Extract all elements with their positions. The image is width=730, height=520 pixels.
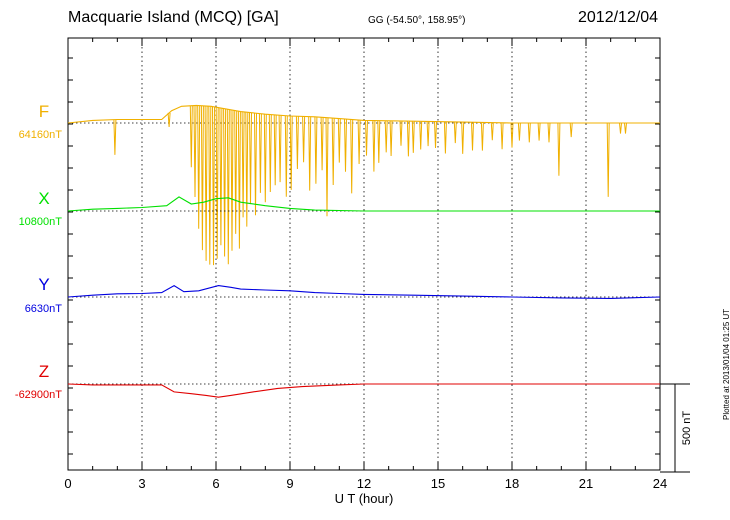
f-spike	[569, 122, 573, 138]
f-spike	[406, 121, 410, 157]
f-spike	[547, 122, 551, 143]
x-tick-label: 9	[286, 476, 293, 491]
series-label-y: Y	[38, 275, 49, 294]
f-spike	[219, 107, 223, 246]
f-spike	[237, 111, 241, 249]
f-spike	[320, 117, 324, 171]
f-spike	[537, 122, 541, 141]
f-spike	[606, 122, 610, 197]
f-spike	[325, 117, 329, 217]
f-spike	[399, 120, 403, 146]
f-spike	[619, 122, 622, 134]
f-spike	[249, 112, 252, 205]
series-line-z	[67, 383, 660, 398]
f-spike	[527, 122, 531, 143]
f-spike	[302, 116, 306, 163]
f-spike	[500, 122, 504, 150]
f-spike	[230, 109, 234, 251]
f-spike	[245, 112, 249, 227]
f-spike	[284, 115, 288, 197]
coordinates-label: GG (-54.50°, 158.95°)	[368, 15, 466, 26]
f-spike	[308, 116, 312, 191]
f-spike	[254, 113, 257, 216]
f-spike	[215, 107, 219, 259]
f-spike	[331, 118, 335, 186]
f-spike	[434, 121, 437, 149]
f-spike	[490, 122, 494, 141]
f-spike	[263, 114, 267, 203]
f-spike	[273, 114, 277, 186]
f-spike	[357, 119, 361, 165]
f-spike	[365, 120, 368, 156]
f-spike	[337, 118, 341, 163]
f-spike	[197, 105, 201, 229]
f-spike	[278, 115, 282, 183]
f-spike	[384, 120, 388, 153]
x-tick-label: 18	[505, 476, 519, 491]
x-tick-label: 21	[579, 476, 593, 491]
x-tick-label: 0	[64, 476, 71, 491]
series-label-z: Z	[39, 362, 49, 381]
f-spike	[212, 106, 215, 266]
baseline-value-y: 6630nT	[25, 303, 63, 315]
f-spike	[426, 121, 430, 147]
f-spike	[480, 122, 484, 151]
f-spike	[443, 121, 447, 154]
f-spike	[389, 120, 393, 157]
series-label-x: X	[38, 189, 49, 208]
f-spike	[471, 122, 474, 151]
f-spike	[344, 118, 347, 172]
f-spike	[517, 122, 521, 141]
f-spike	[234, 110, 238, 234]
f-spike	[411, 121, 415, 153]
f-spike	[314, 116, 318, 184]
baseline-value-f: 64160nT	[19, 129, 63, 141]
series-line-y	[67, 284, 661, 299]
f-spike	[200, 105, 204, 251]
scale-bar-label: 500 nT	[681, 411, 693, 446]
f-spike	[289, 115, 293, 190]
f-spike	[208, 106, 212, 265]
x-tick-label: 24	[653, 476, 667, 491]
f-spike	[167, 112, 171, 128]
f-spike	[226, 109, 230, 265]
baseline-value-x: 10800nT	[19, 216, 63, 228]
f-spike	[377, 120, 381, 163]
x-axis-label: U T (hour)	[335, 491, 394, 506]
f-spike	[419, 121, 423, 150]
f-spike	[223, 108, 227, 257]
chart-date: 2012/12/04	[578, 9, 659, 26]
series-line-x	[67, 196, 660, 212]
f-spike	[268, 114, 272, 193]
f-spike	[258, 113, 262, 193]
chart-title: Macquarie Island (MCQ) [GA]	[68, 9, 279, 26]
baseline-value-z: -62900nT	[15, 389, 62, 401]
f-spike	[113, 119, 117, 155]
f-spike	[189, 105, 193, 168]
x-tick-label: 6	[212, 476, 219, 491]
f-spike	[241, 111, 245, 218]
x-tick-label: 15	[431, 476, 445, 491]
f-spike	[350, 119, 354, 194]
f-spike	[204, 105, 208, 261]
x-tick-label: 12	[357, 476, 371, 491]
f-spike	[510, 122, 514, 148]
x-tick-label: 3	[138, 476, 145, 491]
series-label-f: F	[39, 102, 49, 121]
series-line-f	[67, 104, 660, 124]
f-spike	[557, 122, 561, 176]
f-spike	[461, 122, 465, 154]
f-spike	[295, 116, 299, 170]
f-spike	[453, 121, 457, 144]
f-spike	[372, 120, 376, 172]
f-spike	[193, 105, 197, 198]
f-spike	[624, 122, 627, 134]
